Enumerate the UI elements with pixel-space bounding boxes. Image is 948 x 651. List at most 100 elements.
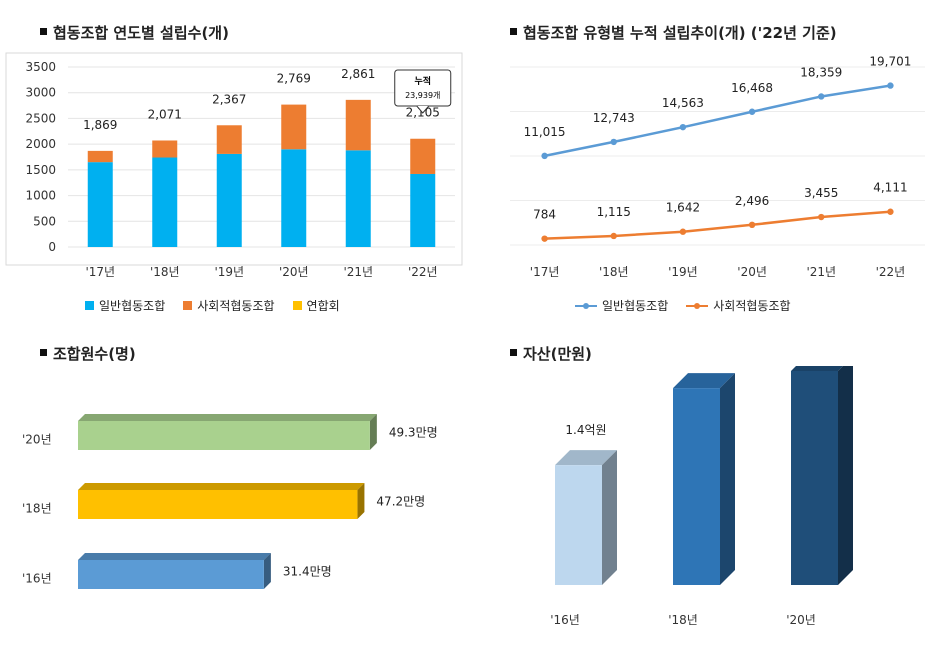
data-label: 19,701 <box>869 55 911 69</box>
stacked-bar-chart: 0 500 1000 1500 2000 2500 3000 3500 1,869 '17년 2,0… <box>5 52 463 279</box>
data-point <box>748 221 756 229</box>
data-label: 2,496 <box>735 194 769 208</box>
bar-side-face <box>602 450 617 585</box>
bar-value-label: 1.4억원 <box>565 423 606 437</box>
bar <box>555 465 602 585</box>
data-point <box>541 152 548 160</box>
bar-segment <box>87 150 113 163</box>
data-point <box>610 138 617 146</box>
bar-top-face <box>555 450 617 466</box>
data-label: 12,743 <box>593 111 635 125</box>
y-tick-label: 2000 <box>25 137 56 151</box>
y-tick-label: 500 <box>33 214 56 228</box>
bar-total-label: 2,861 <box>341 67 375 81</box>
data-point <box>887 82 894 89</box>
legend-item: 사회적협동조합 <box>686 297 791 314</box>
bar-segment <box>216 125 242 154</box>
bar-top-face <box>673 373 735 389</box>
bar-value-label: 31.4만명 <box>283 565 332 579</box>
x-tick-label: '19년 <box>214 265 244 279</box>
callout-box <box>394 69 452 107</box>
y-tick-label: 2500 <box>25 111 56 125</box>
x-tick-label: '17년 <box>530 265 560 279</box>
y-tick-label: 1000 <box>25 189 56 203</box>
callout-line1: 누적 <box>414 75 431 87</box>
x-tick-label: '21년 <box>343 265 373 279</box>
line-chart: 11,015 12,743 14,563 16,468 18,359 19,701 784 1… <box>510 55 925 279</box>
bar-segment <box>345 150 371 247</box>
bar-segment <box>152 157 178 247</box>
data-label: 18,359 <box>800 65 842 79</box>
legend-label: 연합회 <box>306 299 340 313</box>
data-label: 1,115 <box>597 205 631 219</box>
bar-segment <box>281 104 307 150</box>
data-label: 1,642 <box>666 201 700 215</box>
legend-item: 일반협동조합 <box>85 297 165 314</box>
chart-title-cumulative: 협동조합 유형별 누적 설립추이(개) ('22년 기준) <box>510 22 837 43</box>
bar-segment <box>87 162 113 247</box>
y-category-label: '20년 <box>22 433 52 447</box>
legend-label: 사회적협동조합 <box>713 299 791 313</box>
panel-cumulative-trend: 협동조합 유형별 누적 설립추이(개) ('22년 기준) 11,015 12,7… <box>480 0 948 325</box>
y-tick-label: 1500 <box>25 163 56 177</box>
legend-line-marker <box>686 301 709 310</box>
y-tick-label: 0 <box>48 240 56 254</box>
bullet-icon <box>510 349 517 356</box>
y-category-label: '18년 <box>22 502 52 516</box>
data-point <box>679 228 687 235</box>
bar <box>791 371 838 585</box>
bullet-icon <box>40 28 47 35</box>
data-label: 3,455 <box>804 186 838 200</box>
data-label: 14,563 <box>662 96 704 110</box>
bar-side-face <box>369 414 377 450</box>
data-label: 11,015 <box>524 125 566 139</box>
chart-title-yearly: 협동조합 연도별 설립수(개) <box>40 22 229 43</box>
x-tick-label: '18년 <box>668 613 698 627</box>
bar <box>673 388 720 585</box>
members-bar-chart: 49.3만명 '20년 47.2만명 '18년 31.4만명 '16년 <box>22 414 438 589</box>
bar-total-label: 2,769 <box>277 72 311 86</box>
bar-segment <box>216 153 242 247</box>
data-label: 4,111 <box>873 181 907 195</box>
bar <box>78 560 264 589</box>
data-point <box>748 108 756 115</box>
legend-swatch <box>292 301 302 310</box>
data-point <box>818 213 825 221</box>
x-tick-label: '21년 <box>806 265 836 279</box>
x-tick-label: '20년 <box>279 265 309 279</box>
bar-total-label: 2,367 <box>212 92 246 106</box>
chart-title-members: 조합원수(명) <box>40 343 136 364</box>
bar-value-label: 47.2만명 <box>376 495 425 509</box>
bar-side-face <box>263 553 271 589</box>
legend-swatch <box>85 301 94 310</box>
callout-pointer <box>416 105 430 114</box>
bullet-icon <box>40 349 47 356</box>
bar-segment <box>345 99 371 151</box>
bullet-icon <box>510 28 517 35</box>
x-tick-label: '20년 <box>737 265 767 279</box>
bar-side-face <box>357 483 365 519</box>
bar-total-label: 2,071 <box>148 107 182 121</box>
panel-members: 조합원수(명) 49.3만명 '20년 47.2만명 '18년 31.4만명 '16년 <box>0 330 470 651</box>
bar-side-face <box>720 373 735 585</box>
x-tick-label: '22년 <box>876 265 906 279</box>
legend-line-marker <box>575 301 597 310</box>
chart-title-assets: 자산(만원) <box>510 343 592 364</box>
x-tick-label: '18년 <box>599 265 629 279</box>
bar-value-label: 49.3만명 <box>389 426 438 440</box>
bar-total-label: 1,869 <box>83 118 117 132</box>
legend-item: 사회적협동조합 <box>183 297 275 314</box>
data-point <box>610 232 617 240</box>
bar-segment <box>410 173 436 247</box>
x-tick-label: '18년 <box>150 265 180 279</box>
bar-top-face <box>78 414 377 421</box>
x-tick-label: '22년 <box>408 265 438 279</box>
y-tick-label: 3000 <box>25 86 56 100</box>
bar-segment <box>410 138 436 174</box>
legend-label: 일반협동조합 <box>99 299 166 313</box>
panel-yearly-establishments: 협동조합 연도별 설립수(개) 0 500 1000 1500 2000 2500 3000… <box>0 0 470 325</box>
bar-top-face <box>791 366 843 371</box>
bar-side-face <box>838 366 853 585</box>
data-point <box>679 123 687 131</box>
